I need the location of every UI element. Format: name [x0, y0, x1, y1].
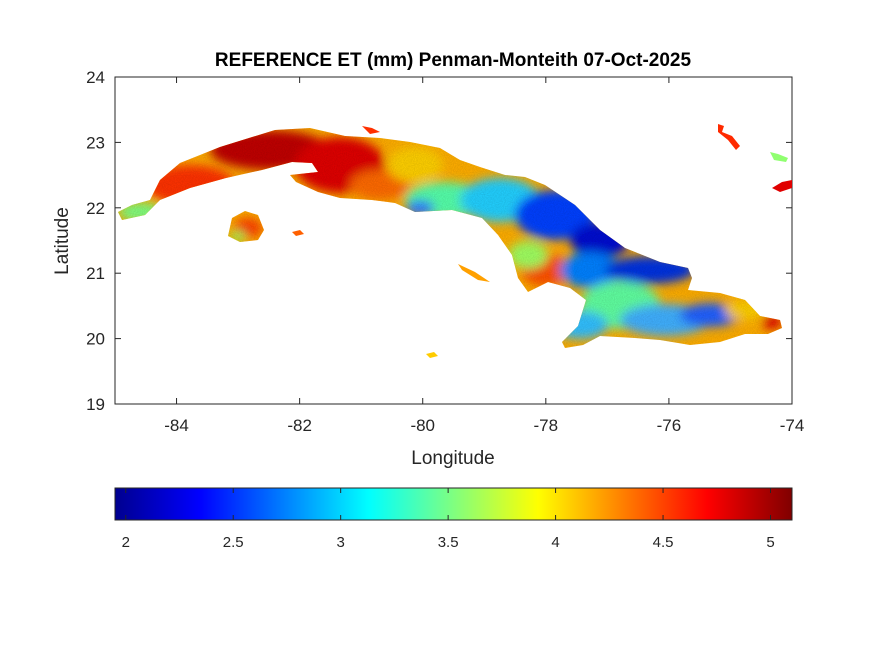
x-tick-label: -78	[534, 416, 559, 435]
x-tick-label: -74	[780, 416, 805, 435]
map-title: REFERENCE ET (mm) Penman-Monteith 07-Oct…	[215, 50, 692, 71]
x-axis-label: Longitude	[411, 448, 494, 469]
x-tick-label: -84	[164, 416, 189, 435]
y-tick-label: 21	[86, 264, 105, 283]
islets	[292, 124, 792, 358]
y-tick-label: 23	[86, 133, 105, 152]
y-axis-label: Latitude	[52, 207, 73, 275]
colorbar-ticks: 2 2.5 3 3.5 4 4.5 5	[122, 488, 775, 551]
y-tick-label: 24	[86, 68, 105, 87]
colorbar-tick-label: 3.5	[438, 534, 459, 551]
x-tick-label: -80	[410, 416, 435, 435]
y-tick-label: 22	[86, 199, 105, 218]
colorbar-tick-label: 5	[766, 534, 774, 551]
colorbar-tick-label: 2.5	[223, 534, 244, 551]
colorbar-tick-label: 4.5	[653, 534, 674, 551]
colorbar	[114, 487, 793, 521]
y-tick-label: 20	[86, 330, 105, 349]
colorbar-tick-label: 2	[122, 534, 130, 551]
x-tick-label: -82	[287, 416, 312, 435]
y-tick-label: 19	[86, 395, 105, 414]
map-axes	[114, 76, 793, 405]
x-axis-ticks: -84 -82 -80 -78 -76 -74	[164, 77, 804, 435]
y-axis-ticks: 19 20 21 22 23 24	[86, 68, 792, 414]
colorbar-tick-label: 4	[551, 534, 559, 551]
colorbar-tick-label: 3	[336, 534, 344, 551]
x-tick-label: -76	[657, 416, 682, 435]
